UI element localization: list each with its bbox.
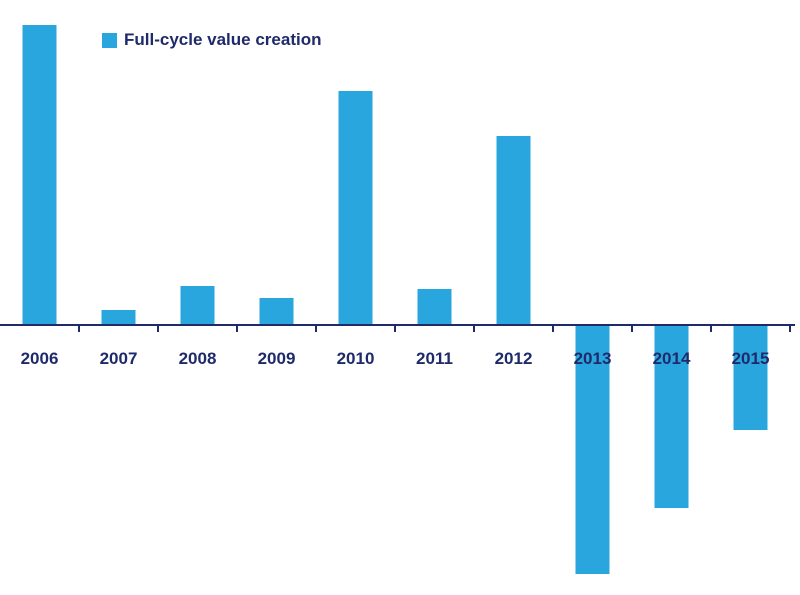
legend-swatch [102, 32, 117, 48]
bar-2007 [101, 310, 136, 325]
legend-label: Full-cycle value creation [124, 30, 322, 49]
bar-2011 [417, 289, 452, 325]
x-tick-label: 2006 [21, 349, 59, 368]
bar-2015 [733, 325, 768, 430]
bar-2013 [575, 325, 610, 574]
legend: Full-cycle value creation [102, 30, 321, 50]
bar-2014 [654, 325, 689, 508]
x-tick-label: 2008 [179, 349, 217, 368]
x-tick-label: 2012 [495, 349, 533, 368]
bar-2009 [259, 298, 294, 325]
bar-2008 [180, 286, 215, 325]
x-tick-label: 2007 [100, 349, 138, 368]
x-tick-label: 2014 [653, 349, 691, 368]
bar-2006 [22, 25, 57, 325]
x-tick-label: 2010 [337, 349, 375, 368]
x-tick-label: 2009 [258, 349, 296, 368]
bar-2012 [496, 136, 531, 325]
bar-2010 [338, 91, 373, 325]
x-tick-label: 2011 [416, 349, 453, 368]
x-tick-label: 2013 [574, 349, 612, 368]
x-tick-label: 2015 [732, 349, 770, 368]
